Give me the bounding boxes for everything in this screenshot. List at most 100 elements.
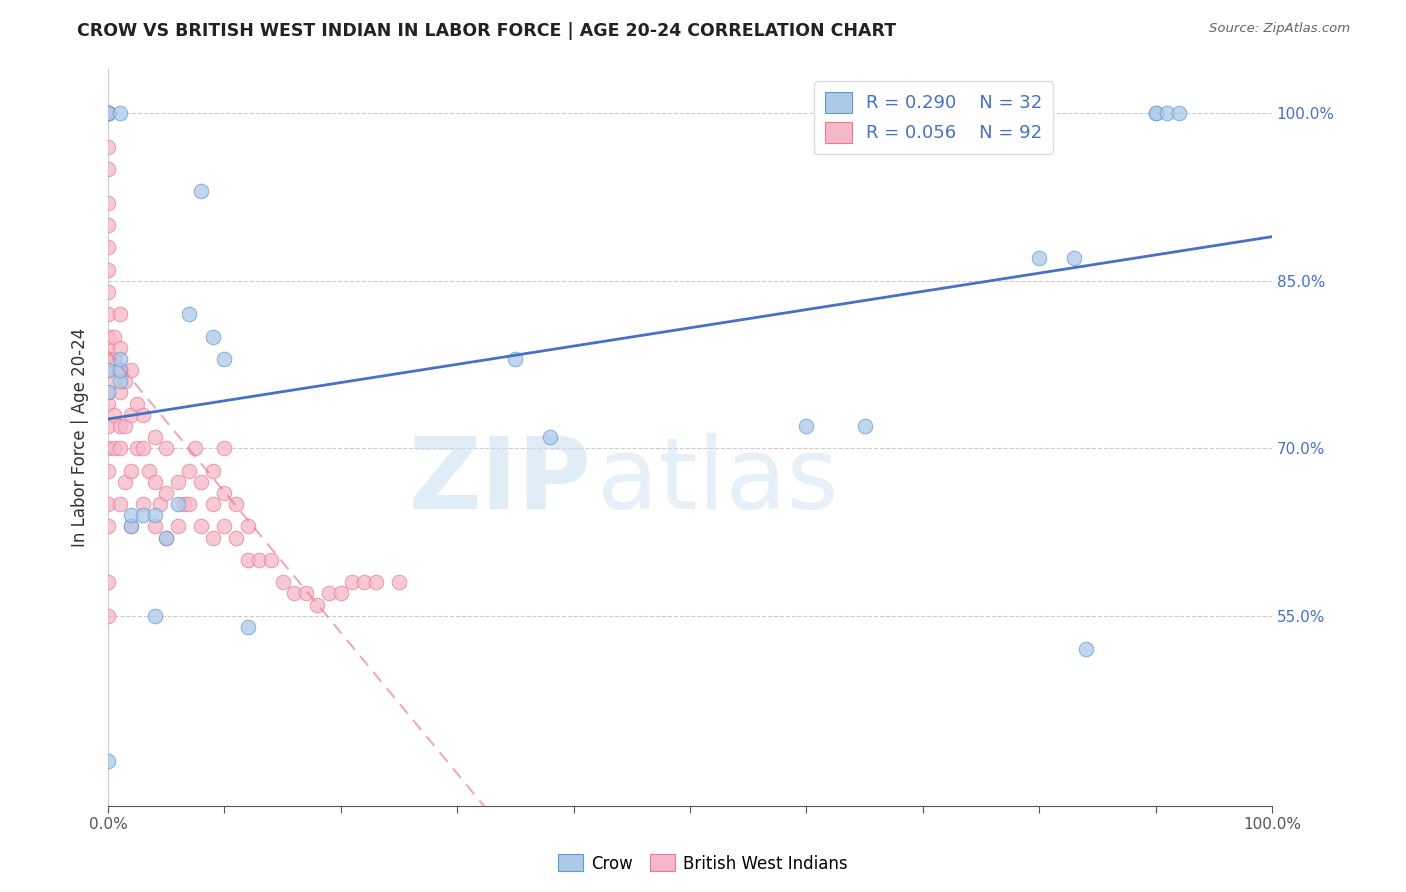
Point (236, 620, 259, 634)
Point (190, 185, 212, 199)
Point (97, 351, 120, 366)
Point (108, 441, 131, 455)
Point (179, 307, 201, 321)
Point (97, 519, 120, 533)
Point (1144, 106, 1167, 120)
Point (114, 475, 136, 489)
Point (108, 385, 131, 400)
Point (201, 497, 224, 511)
Point (190, 475, 212, 489)
Point (97, 363, 120, 377)
Point (114, 374, 136, 388)
Point (388, 575, 411, 590)
Point (1144, 106, 1167, 120)
Legend: Crow, British West Indians: Crow, British West Indians (551, 847, 855, 880)
Point (201, 329, 224, 343)
Point (97, 307, 120, 321)
Point (108, 497, 131, 511)
Point (236, 553, 259, 567)
Point (214, 441, 236, 455)
Point (260, 553, 283, 567)
Point (103, 408, 125, 422)
Point (143, 475, 166, 489)
Point (97, 106, 120, 120)
Point (127, 396, 149, 410)
Point (108, 307, 131, 321)
Point (166, 519, 188, 533)
Point (127, 441, 149, 455)
Text: atlas: atlas (596, 433, 838, 530)
Point (97, 106, 120, 120)
Point (97, 329, 120, 343)
Point (97, 195, 120, 210)
Point (307, 598, 329, 612)
Text: Source: ZipAtlas.com: Source: ZipAtlas.com (1209, 22, 1350, 36)
Point (97, 754, 120, 768)
Point (97, 106, 120, 120)
Point (236, 519, 259, 533)
Point (103, 374, 125, 388)
Point (120, 519, 142, 533)
Point (97, 106, 120, 120)
Point (97, 106, 120, 120)
Text: CROW VS BRITISH WEST INDIAN IN LABOR FORCE | AGE 20-24 CORRELATION CHART: CROW VS BRITISH WEST INDIAN IN LABOR FOR… (77, 22, 897, 40)
Point (108, 374, 131, 388)
Point (132, 497, 155, 511)
Point (1028, 252, 1050, 266)
Point (97, 363, 120, 377)
Point (97, 240, 120, 254)
Legend: R = 0.290    N = 32, R = 0.056    N = 92: R = 0.290 N = 32, R = 0.056 N = 92 (814, 81, 1053, 153)
Point (97, 106, 120, 120)
Point (214, 519, 236, 533)
Point (143, 430, 166, 444)
Y-axis label: In Labor Force | Age 20-24: In Labor Force | Age 20-24 (72, 327, 89, 547)
Text: ZIP: ZIP (408, 433, 591, 530)
Point (103, 441, 125, 455)
Point (1167, 106, 1189, 120)
Point (97, 497, 120, 511)
Point (97, 385, 120, 400)
Point (97, 285, 120, 299)
Point (97, 608, 120, 623)
Point (1074, 642, 1097, 657)
Point (225, 531, 247, 545)
Point (97, 106, 120, 120)
Point (173, 497, 195, 511)
Point (120, 363, 142, 377)
Point (247, 553, 270, 567)
Point (155, 531, 177, 545)
Point (97, 341, 120, 355)
Point (364, 575, 387, 590)
Point (120, 464, 142, 478)
Point (184, 441, 207, 455)
Point (1063, 252, 1085, 266)
Point (155, 486, 177, 500)
Point (166, 497, 188, 511)
Point (97, 139, 120, 153)
Point (214, 351, 236, 366)
Point (108, 363, 131, 377)
Point (97, 385, 120, 400)
Point (97, 464, 120, 478)
Point (108, 418, 131, 433)
Point (97, 218, 120, 232)
Point (108, 341, 131, 355)
Point (1156, 106, 1178, 120)
Point (120, 408, 142, 422)
Point (138, 464, 160, 478)
Point (225, 497, 247, 511)
Point (149, 497, 172, 511)
Point (97, 106, 120, 120)
Point (353, 575, 375, 590)
Point (201, 531, 224, 545)
Point (97, 106, 120, 120)
Point (155, 441, 177, 455)
Point (97, 441, 120, 455)
Point (132, 508, 155, 523)
Point (97, 418, 120, 433)
Point (318, 586, 340, 600)
Point (329, 586, 352, 600)
Point (97, 106, 120, 120)
Point (143, 519, 166, 533)
Point (853, 418, 876, 433)
